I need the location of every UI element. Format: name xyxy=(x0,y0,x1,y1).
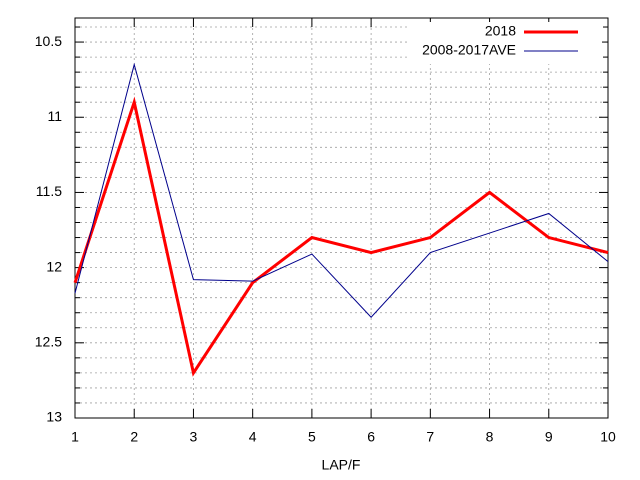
x-tick-label: 7 xyxy=(426,429,434,445)
plot-frame xyxy=(74,17,609,419)
legend-label: 2008-2017AVE xyxy=(422,42,516,58)
y-tick-label: 10.5 xyxy=(35,33,62,49)
x-tick-label: 2 xyxy=(130,429,138,445)
y-tick-label: 11.5 xyxy=(36,183,62,199)
y-tick-label: 11 xyxy=(47,108,62,124)
x-tick-label: 6 xyxy=(367,429,375,445)
x-tick-label: 5 xyxy=(308,429,316,445)
legend-label: 2018 xyxy=(485,23,516,39)
y-tick-label: 12 xyxy=(46,258,62,274)
x-tick-label: 10 xyxy=(600,429,616,445)
x-tick-label: 8 xyxy=(486,429,494,445)
y-tick-label: 13 xyxy=(46,409,62,425)
x-tick-label: 1 xyxy=(71,429,79,445)
series-line xyxy=(74,62,609,318)
x-axis-label: LAP/F xyxy=(322,457,361,473)
x-tick-label: 3 xyxy=(190,429,198,445)
x-tick-label: 9 xyxy=(545,429,553,445)
series-line xyxy=(73,96,609,377)
legend-box xyxy=(410,22,602,64)
y-tick-label: 12.5 xyxy=(35,334,62,350)
x-tick-label: 4 xyxy=(249,429,257,445)
